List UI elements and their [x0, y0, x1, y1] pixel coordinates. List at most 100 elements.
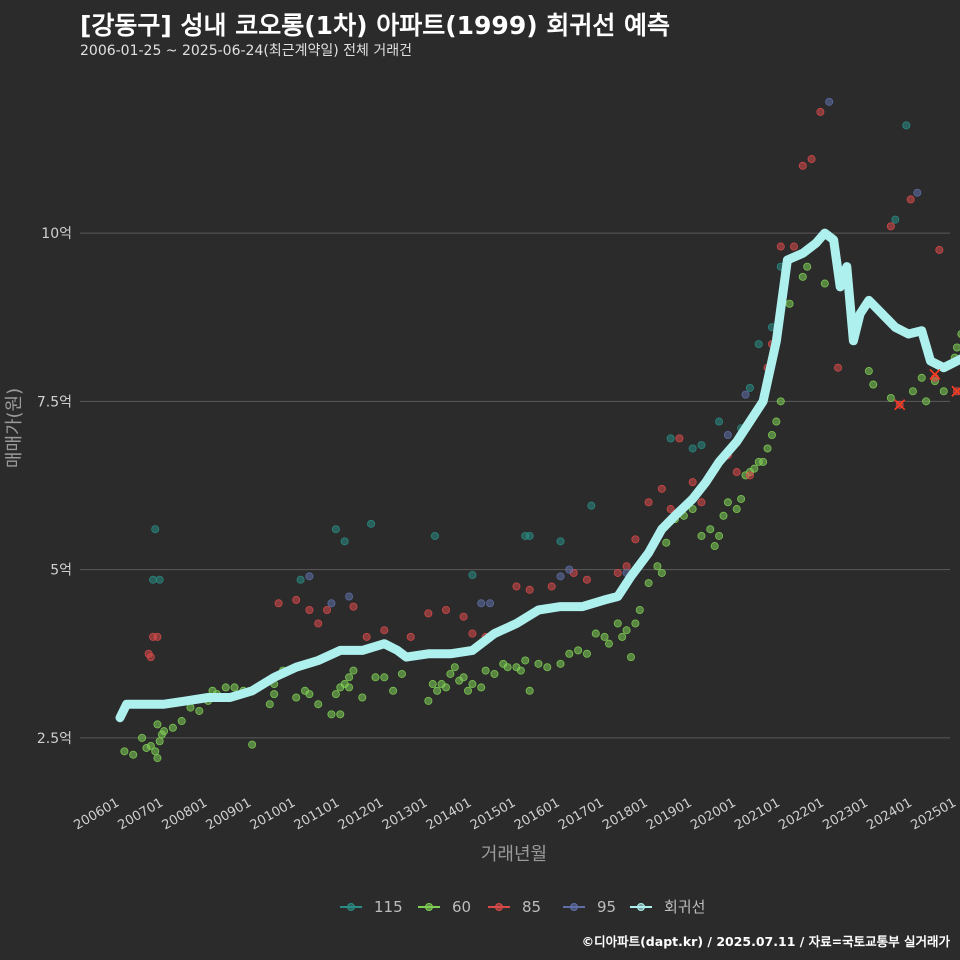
- point-85-1: [146, 653, 155, 662]
- point-60-88: [710, 542, 719, 551]
- point-115-13: [666, 434, 675, 443]
- point-85-39: [789, 242, 798, 251]
- x-tick-label-9: 201501: [468, 795, 518, 833]
- point-95-1: [327, 599, 336, 608]
- y-tick-label-1: 5억: [50, 563, 72, 579]
- x-tick-label-12: 201801: [600, 795, 650, 833]
- point-115-8: [468, 571, 477, 580]
- point-60-91: [723, 498, 732, 507]
- regression-line-group: [115, 228, 960, 723]
- point-60-117: [957, 330, 960, 338]
- point-60-107: [864, 367, 873, 376]
- point-85-14: [441, 606, 450, 615]
- point-60-1: [129, 750, 138, 759]
- point-60-7: [155, 737, 164, 746]
- legend-dot-95: [570, 903, 578, 911]
- point-85-16: [468, 629, 477, 638]
- point-60-6: [153, 754, 162, 763]
- point-85-40: [798, 161, 807, 170]
- point-60-5: [151, 747, 160, 756]
- cancelled-mark-2: [951, 385, 960, 397]
- x-tick-label-19: 202501: [908, 795, 958, 833]
- x-tick-label-4: 201001: [248, 795, 298, 833]
- point-60-103: [785, 299, 794, 308]
- point-95-0: [305, 572, 314, 581]
- point-85-18: [512, 582, 521, 591]
- point-115-0: [151, 525, 160, 534]
- point-60-67: [565, 649, 574, 658]
- point-60-59: [503, 663, 512, 672]
- point-60-63: [525, 686, 534, 695]
- point-60-53: [463, 686, 472, 695]
- point-60-102: [776, 397, 785, 406]
- x-tick-label-18: 202401: [864, 795, 914, 833]
- point-115-16: [715, 417, 724, 426]
- x-axis-ticks: 2006012007012008012009012010012011012012…: [72, 795, 959, 833]
- point-60-108: [869, 380, 878, 389]
- point-60-98: [759, 457, 768, 466]
- point-60-92: [732, 505, 741, 514]
- point-60-36: [345, 673, 354, 682]
- point-85-35: [745, 471, 754, 480]
- point-60-2: [138, 733, 147, 742]
- point-60-68: [574, 646, 583, 655]
- y-tick-label-2: 7.5억: [37, 394, 72, 410]
- point-60-43: [397, 669, 406, 678]
- x-tick-label-11: 201701: [556, 795, 606, 833]
- x-tick-label-16: 202201: [776, 795, 826, 833]
- point-60-114: [939, 387, 948, 396]
- point-85-12: [406, 632, 415, 641]
- point-60-38: [345, 683, 354, 692]
- point-60-101: [772, 417, 781, 426]
- point-95-3: [477, 599, 486, 608]
- x-tick-label-6: 201201: [336, 795, 386, 833]
- point-60-64: [534, 659, 543, 668]
- point-115-12: [587, 501, 596, 510]
- point-95-4: [486, 599, 495, 608]
- point-85-34: [732, 468, 741, 477]
- point-60-44: [424, 696, 433, 705]
- point-60-75: [622, 626, 631, 635]
- point-85-30: [688, 478, 697, 487]
- point-60-22: [248, 740, 257, 749]
- point-60-19: [230, 683, 239, 692]
- point-115-3: [296, 575, 305, 584]
- point-85-41: [807, 155, 816, 164]
- point-95-5: [556, 572, 565, 581]
- point-60-62: [521, 656, 530, 665]
- y-axis-title: 매매가(원): [4, 388, 25, 468]
- legend: 115 60 85 95 회귀선: [340, 898, 705, 916]
- point-115-6: [367, 519, 376, 528]
- point-60-12: [177, 717, 186, 726]
- point-85-19: [525, 585, 534, 594]
- point-60-54: [468, 680, 477, 689]
- point-60-65: [543, 663, 552, 672]
- point-60-100: [767, 430, 776, 439]
- point-60-104: [798, 272, 807, 281]
- page-title: [강동구] 성내 코오롱(1차) 아파트(1999) 회귀선 예측: [80, 11, 671, 40]
- point-60-111: [917, 373, 926, 382]
- scatter-points: [120, 97, 960, 763]
- point-60-56: [481, 666, 490, 675]
- point-115-11: [556, 537, 565, 546]
- legend-dot-60: [425, 903, 433, 911]
- point-85-15: [459, 612, 468, 621]
- point-60-116: [952, 343, 960, 352]
- point-85-44: [886, 222, 895, 231]
- point-60-49: [446, 669, 455, 678]
- point-60-10: [153, 720, 162, 729]
- point-85-13: [424, 609, 433, 618]
- point-85-31: [697, 498, 706, 507]
- point-60-52: [459, 673, 468, 682]
- point-60-9: [160, 727, 169, 736]
- point-95-10: [825, 97, 834, 106]
- point-85-46: [935, 245, 944, 254]
- point-85-20: [547, 582, 556, 591]
- legend-dot-regression: [637, 903, 645, 911]
- point-115-2: [155, 575, 164, 584]
- x-tick-label-5: 201101: [292, 795, 342, 833]
- point-85-6: [305, 606, 314, 615]
- point-60-23: [265, 700, 274, 709]
- point-60-30: [314, 700, 323, 709]
